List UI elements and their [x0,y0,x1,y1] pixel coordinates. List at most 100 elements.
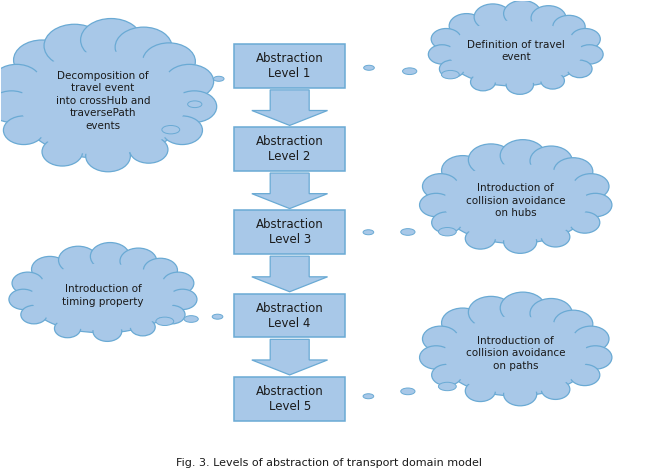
Circle shape [468,296,514,328]
Circle shape [573,173,609,199]
Circle shape [541,73,565,89]
Circle shape [422,326,459,352]
FancyArrow shape [252,90,328,126]
FancyBboxPatch shape [234,377,345,420]
Circle shape [159,305,185,324]
Circle shape [81,18,141,62]
Circle shape [567,60,592,78]
Circle shape [530,146,572,176]
Circle shape [42,137,83,166]
Circle shape [32,256,68,283]
FancyBboxPatch shape [234,44,345,88]
Circle shape [449,14,484,38]
Ellipse shape [364,65,374,70]
Circle shape [59,246,98,274]
Ellipse shape [403,68,417,74]
Circle shape [553,15,585,38]
FancyBboxPatch shape [234,210,345,255]
Ellipse shape [20,51,185,155]
Ellipse shape [438,382,456,391]
Text: Introduction of
collision avoidance
on paths: Introduction of collision avoidance on p… [466,336,565,371]
Circle shape [465,380,495,401]
Ellipse shape [28,261,178,333]
Circle shape [570,365,600,386]
Circle shape [432,212,462,233]
Circle shape [55,319,81,337]
Ellipse shape [449,20,582,84]
Ellipse shape [32,264,174,330]
Circle shape [465,228,495,249]
Circle shape [0,91,34,122]
Circle shape [570,28,600,50]
Text: Abstraction
Level 1: Abstraction Level 1 [256,52,324,80]
Circle shape [44,24,105,67]
Circle shape [168,289,197,310]
Circle shape [474,4,511,30]
Circle shape [503,383,537,406]
Ellipse shape [441,161,591,244]
Ellipse shape [213,314,223,319]
Ellipse shape [16,47,190,158]
Circle shape [573,326,609,352]
Circle shape [143,258,178,283]
FancyBboxPatch shape [234,293,345,337]
Ellipse shape [184,316,198,322]
Text: Introduction of
collision avoidance
on hubs: Introduction of collision avoidance on h… [466,183,565,218]
FancyArrow shape [252,173,328,209]
Circle shape [440,60,465,78]
Circle shape [542,227,570,247]
Circle shape [420,193,453,217]
Circle shape [422,173,459,199]
Circle shape [531,6,566,30]
Circle shape [570,212,600,233]
Circle shape [9,289,38,310]
Text: Abstraction
Level 4: Abstraction Level 4 [256,301,324,329]
Ellipse shape [446,18,586,86]
Text: Introduction of
timing property: Introduction of timing property [63,284,143,307]
Circle shape [503,230,537,254]
Circle shape [420,346,453,369]
Circle shape [432,365,462,386]
Ellipse shape [444,164,588,241]
Ellipse shape [156,317,174,326]
Text: Abstraction
Level 5: Abstraction Level 5 [256,385,324,413]
Circle shape [470,73,495,91]
Circle shape [442,155,484,185]
Ellipse shape [442,71,459,79]
Ellipse shape [188,101,202,108]
Circle shape [468,144,514,176]
FancyArrow shape [252,256,328,292]
Circle shape [503,0,541,27]
Ellipse shape [213,76,224,82]
FancyArrow shape [252,339,328,375]
Circle shape [120,248,157,274]
Circle shape [90,243,130,270]
Ellipse shape [162,126,180,134]
Ellipse shape [363,394,374,399]
Circle shape [442,308,484,338]
Circle shape [506,75,534,94]
Circle shape [12,272,43,294]
Circle shape [3,116,44,145]
Circle shape [553,310,593,338]
Circle shape [530,299,572,328]
Circle shape [0,64,41,99]
Ellipse shape [401,388,415,395]
Circle shape [500,140,545,172]
Circle shape [431,28,461,50]
Circle shape [115,27,172,67]
Circle shape [14,40,70,80]
Circle shape [576,45,603,64]
Circle shape [165,64,214,99]
Circle shape [86,140,130,172]
Text: Definition of travel
event: Definition of travel event [467,40,565,62]
Circle shape [143,43,195,80]
Ellipse shape [363,230,374,235]
Text: Abstraction
Level 2: Abstraction Level 2 [256,135,324,163]
Circle shape [130,136,168,163]
Ellipse shape [444,316,588,393]
Circle shape [428,45,456,64]
Ellipse shape [438,228,456,236]
Circle shape [130,319,155,336]
Text: Decomposition of
travel event
into crossHub and
traversePath
events: Decomposition of travel event into cross… [56,71,150,131]
